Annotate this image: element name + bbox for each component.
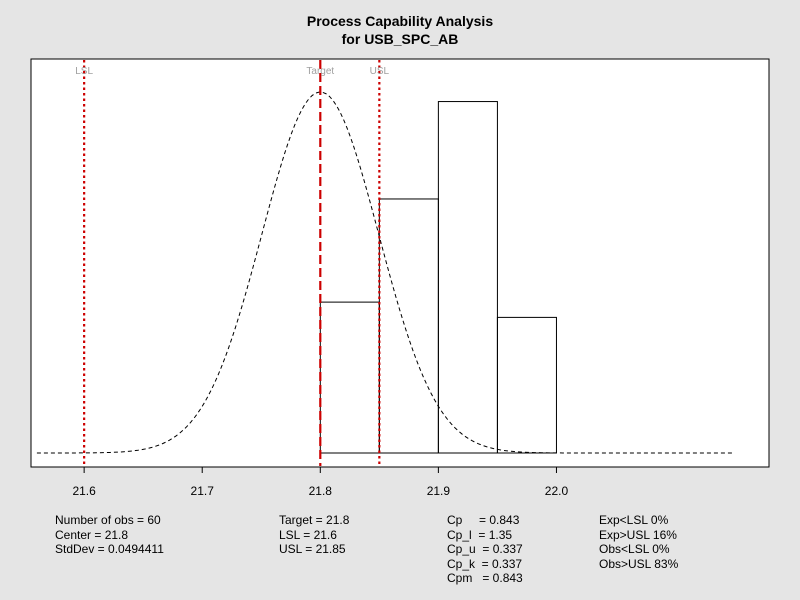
x-tick-label: 21.7 <box>191 484 215 498</box>
x-tick-label: 21.9 <box>427 484 451 498</box>
stat-line: LSL = 21.6 <box>279 527 337 542</box>
stats-capability-indices: Cp = 0.843 Cp_l = 1.35 Cp_u = 0.337 Cp_k = … <box>447 513 523 586</box>
spec-label-usl: USL <box>370 66 390 77</box>
stat-line: Obs>USL 83% <box>599 556 679 571</box>
plot-area <box>30 58 770 468</box>
stat-line: Number of obs = 60 <box>55 513 161 527</box>
stat-line: Center = 21.8 <box>55 527 129 542</box>
stat-line: Cp_k = 0.337 <box>447 556 523 571</box>
stat-line: Cp_u = 0.337 <box>447 542 523 556</box>
normal-curve <box>36 91 734 454</box>
stat-line: Target = 21.8 <box>279 513 350 527</box>
x-tick-label: 22.0 <box>545 484 569 498</box>
stat-line: StdDev = 0.0494411 <box>55 542 164 556</box>
x-tick-label: 21.6 <box>72 484 96 498</box>
stats-exceedance: Exp<LSL 0% Exp>USL 16% Obs<LSL 0% Obs>USL 8… <box>599 513 678 571</box>
spec-label-target: Target <box>306 66 334 77</box>
stat-line: Obs<LSL 0% <box>599 542 670 556</box>
stat-line: Exp>USL 16% <box>599 527 677 542</box>
chart-title: Process Capability Analysis <box>306 13 494 29</box>
stat-line: Cpm = 0.843 <box>447 571 523 585</box>
histogram-bar <box>437 101 498 454</box>
stat-line: Cp_l = 1.35 <box>447 527 513 542</box>
stat-line: Cp = 0.843 <box>447 513 520 527</box>
stat-line: Exp<LSL 0% <box>599 513 669 527</box>
stats-specs: Target = 21.8 LSL = 21.6 USL = 21.85 <box>279 513 349 557</box>
x-tick-label: 21.8 <box>309 484 333 498</box>
histogram-bar <box>496 316 557 454</box>
chart-subtitle: for USB_SPC_AB <box>341 31 459 47</box>
stat-line: USL = 21.85 <box>279 542 346 556</box>
stats-summary: Number of obs = 60 Center = 21.8 StdDev = … <box>55 513 164 557</box>
spec-label-lsl: LSL <box>75 66 93 77</box>
